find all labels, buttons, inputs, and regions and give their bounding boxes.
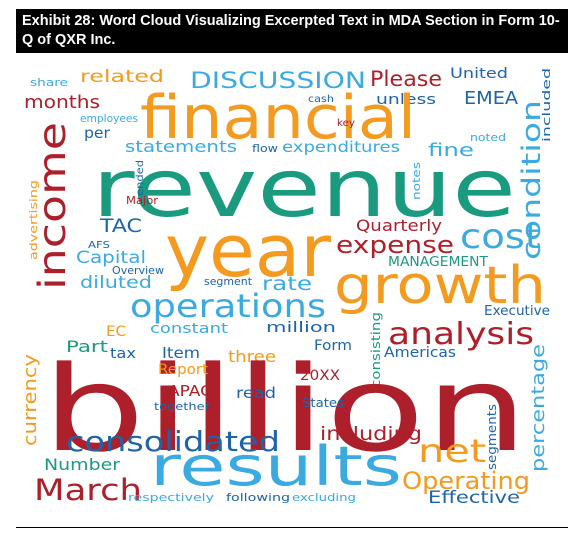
word-discussion: DISCUSSION bbox=[190, 69, 366, 94]
word-unless: unless bbox=[376, 92, 436, 108]
word-please: Please bbox=[370, 67, 442, 91]
word-consisting: consisting bbox=[369, 312, 383, 388]
word-advertising: advertising bbox=[27, 180, 40, 260]
word-read: read bbox=[236, 384, 276, 402]
word-consolidated: consolidated bbox=[66, 425, 280, 458]
word-growth: growth bbox=[334, 256, 546, 316]
word-included: included bbox=[540, 68, 553, 142]
word-flow: flow bbox=[252, 142, 278, 155]
word-following: following bbox=[226, 491, 290, 504]
word-effective: Effective bbox=[428, 488, 520, 508]
word-employees: employees bbox=[80, 112, 138, 125]
word-expenditures: expenditures bbox=[282, 138, 400, 156]
word-noted: noted bbox=[470, 131, 506, 144]
word-overview: Overview bbox=[112, 264, 164, 277]
word-related: related bbox=[80, 67, 164, 87]
word-net: net bbox=[418, 432, 486, 470]
word-ended: ended bbox=[135, 160, 146, 196]
word-per: per bbox=[84, 124, 111, 142]
word-united: United bbox=[450, 66, 508, 82]
word-three: three bbox=[228, 347, 276, 366]
word-statements: statements bbox=[125, 137, 237, 156]
word-analysis: analysis bbox=[388, 317, 534, 352]
word-segments: segments bbox=[485, 404, 499, 470]
word-march: March bbox=[34, 473, 142, 507]
word-tax: tax bbox=[110, 346, 136, 362]
word-results: results bbox=[150, 435, 402, 498]
word-including: including bbox=[320, 423, 422, 445]
word-afs: AFS bbox=[88, 240, 110, 251]
word-capital: Capital bbox=[76, 248, 146, 268]
word-executive: Executive bbox=[484, 304, 550, 319]
word-million: million bbox=[266, 320, 336, 336]
word-emea: EMEA bbox=[464, 88, 519, 109]
word-report: Report bbox=[158, 362, 209, 378]
word-segment: segment bbox=[204, 275, 253, 288]
word-condition: condition bbox=[517, 100, 547, 260]
word-americas: Americas bbox=[384, 345, 456, 361]
word-tac: TAC bbox=[99, 215, 142, 237]
word-months: months bbox=[24, 92, 100, 113]
word-diluted: diluted bbox=[80, 273, 152, 293]
word-cost: cost bbox=[460, 217, 540, 257]
word-fine: fine bbox=[428, 140, 474, 161]
word-form: Form bbox=[314, 338, 352, 354]
word-operating: Operating bbox=[402, 467, 530, 495]
word-ec: EC bbox=[106, 324, 126, 340]
word-rate: rate bbox=[262, 273, 312, 295]
word-percentage: percentage bbox=[528, 344, 549, 472]
word-excluding: excluding bbox=[292, 491, 356, 504]
word-respectively: respectively bbox=[128, 491, 215, 504]
word-financial: financial bbox=[140, 83, 416, 153]
word-apac: APAC bbox=[168, 382, 212, 400]
footer-divider bbox=[16, 527, 568, 528]
word-quarterly: Quarterly bbox=[356, 216, 442, 235]
word-major: Major bbox=[126, 194, 158, 207]
exhibit-title: Exhibit 28: Word Cloud Visualizing Excer… bbox=[22, 13, 560, 48]
word-number: Number bbox=[44, 455, 120, 474]
word-expense: expense bbox=[336, 231, 454, 259]
word-management: MANAGEMENT bbox=[388, 255, 488, 270]
word-currency: currency bbox=[20, 354, 41, 446]
word-notes: notes bbox=[410, 162, 423, 200]
word-states: States bbox=[302, 396, 344, 410]
word-part: Part bbox=[66, 337, 108, 356]
word-year: year bbox=[165, 209, 331, 293]
word-together: together bbox=[154, 400, 211, 413]
word-revenue: revenue bbox=[92, 142, 516, 235]
word-income: income bbox=[31, 122, 74, 290]
word-cash: cash bbox=[308, 94, 334, 105]
exhibit-title-bar: Exhibit 28: Word Cloud Visualizing Excer… bbox=[16, 9, 568, 53]
word-item: Item bbox=[162, 344, 200, 362]
word-share: share bbox=[30, 76, 68, 89]
word-key: key bbox=[337, 118, 355, 129]
word-constant: constant bbox=[150, 321, 229, 337]
word-operations: operations bbox=[130, 287, 326, 325]
word-billion: billion bbox=[42, 340, 528, 478]
word-20xx: 20XX bbox=[300, 368, 340, 384]
